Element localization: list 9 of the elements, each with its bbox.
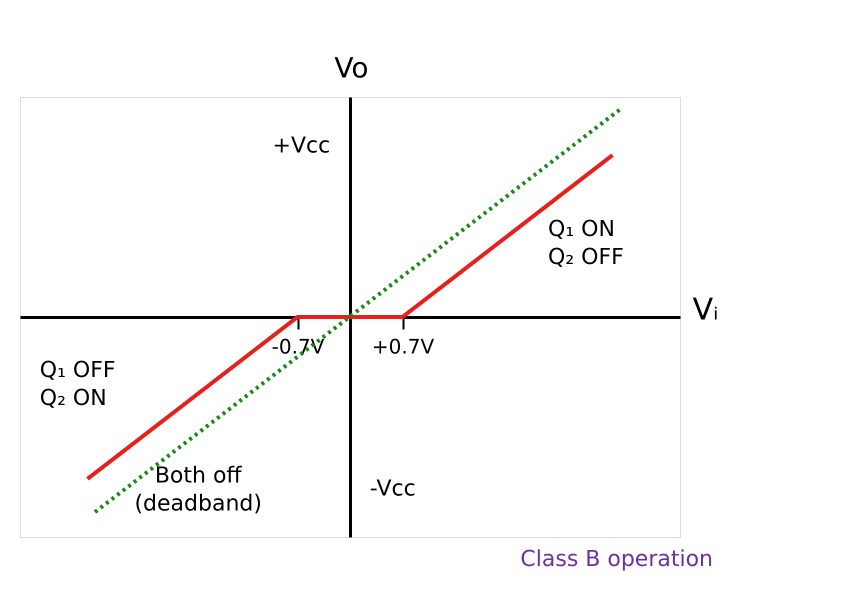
x-axis-title: Vᵢ (692, 292, 718, 328)
annotation: Q₁ ON Q₂ OFF (548, 217, 624, 270)
x-tick-label: +0.7V (372, 334, 434, 358)
annotation: -Vcc (370, 476, 416, 502)
y-axis-title: Vo (334, 52, 368, 84)
annotation: Both off (deadband) (134, 463, 262, 516)
text: Class B operation (520, 547, 713, 572)
annotation: +Vcc (272, 133, 330, 158)
annotation: Q₁ OFF Q₂ ON (40, 358, 116, 411)
